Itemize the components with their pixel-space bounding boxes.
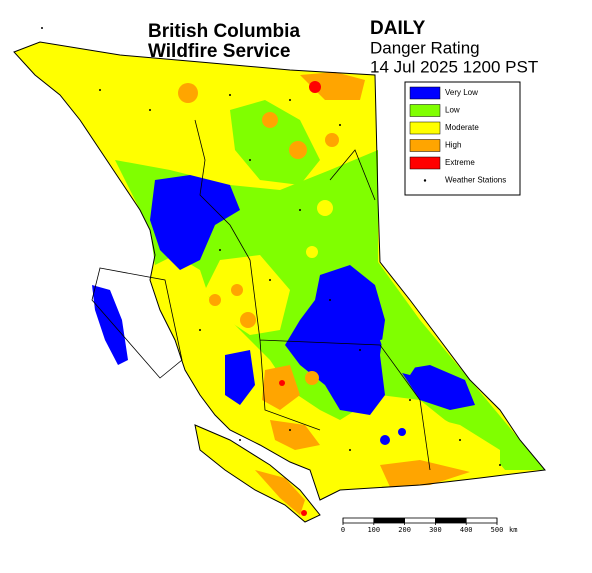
legend-label: Moderate bbox=[445, 123, 479, 132]
region bbox=[230, 100, 320, 185]
scale-segment bbox=[373, 518, 405, 523]
title-line: Wildfire Service bbox=[148, 41, 290, 62]
legend: Very Low Low Moderate High Extreme Weather St… bbox=[404, 81, 521, 196]
region bbox=[240, 312, 256, 328]
region bbox=[306, 246, 318, 258]
legend-swatch bbox=[409, 139, 441, 152]
scale-label: 400 bbox=[460, 526, 473, 534]
region bbox=[150, 175, 240, 270]
region bbox=[380, 435, 390, 445]
station bbox=[409, 399, 411, 401]
station bbox=[459, 439, 461, 441]
timestamp: 14 Jul 2025 1200 PST bbox=[370, 57, 538, 76]
region bbox=[231, 284, 243, 296]
scale-label: 200 bbox=[398, 526, 411, 534]
scale-label: 0 bbox=[341, 526, 345, 534]
region bbox=[178, 83, 198, 103]
station bbox=[349, 449, 351, 451]
province-outline bbox=[13, 41, 546, 501]
weather-stations bbox=[41, 27, 501, 466]
region bbox=[325, 133, 339, 147]
legend-label: Weather Stations bbox=[445, 176, 506, 185]
legend-label: Very Low bbox=[445, 88, 478, 97]
station bbox=[289, 429, 291, 431]
island-outline bbox=[194, 424, 321, 523]
region bbox=[279, 380, 285, 386]
legend-label: Extreme bbox=[445, 158, 475, 167]
region bbox=[380, 335, 420, 375]
title-line: British Columbia bbox=[148, 21, 300, 42]
boundaries bbox=[13, 41, 546, 523]
region bbox=[309, 81, 321, 93]
zone-line bbox=[91, 267, 183, 379]
station bbox=[499, 464, 501, 466]
station bbox=[339, 124, 341, 126]
legend-label: Low bbox=[445, 106, 460, 115]
station bbox=[41, 27, 43, 29]
danger-regions bbox=[14, 42, 545, 522]
product: DAILY bbox=[370, 18, 426, 39]
legend-swatch bbox=[409, 104, 441, 117]
legend-swatch bbox=[409, 86, 441, 100]
scale-unit: km bbox=[509, 526, 517, 534]
region bbox=[300, 72, 365, 100]
legend-swatch bbox=[409, 156, 441, 170]
region bbox=[205, 255, 290, 335]
region bbox=[317, 200, 333, 216]
region bbox=[92, 285, 128, 365]
region bbox=[380, 460, 470, 487]
region bbox=[179, 288, 193, 302]
station bbox=[229, 94, 231, 96]
region bbox=[305, 371, 319, 385]
region bbox=[262, 365, 300, 410]
region bbox=[234, 361, 246, 373]
region bbox=[289, 141, 307, 159]
station bbox=[199, 329, 201, 331]
scale-segment bbox=[435, 518, 467, 523]
region bbox=[270, 420, 320, 450]
scale-label: 500 bbox=[491, 526, 504, 534]
station bbox=[329, 299, 331, 301]
region bbox=[262, 112, 278, 128]
station bbox=[359, 349, 361, 351]
region bbox=[255, 470, 305, 515]
scale-frame bbox=[342, 517, 498, 524]
station bbox=[239, 439, 241, 441]
region bbox=[400, 365, 475, 410]
station bbox=[219, 249, 221, 251]
scale-label: 100 bbox=[367, 526, 380, 534]
region bbox=[301, 510, 307, 516]
legend-swatch bbox=[409, 121, 441, 135]
station bbox=[249, 159, 251, 161]
region bbox=[398, 428, 406, 436]
station bbox=[99, 89, 101, 91]
legend-label: High bbox=[445, 141, 461, 150]
subtitle: Danger Rating bbox=[370, 38, 480, 57]
zone-line bbox=[194, 119, 431, 471]
station bbox=[149, 109, 151, 111]
region bbox=[209, 294, 221, 306]
legend-symbol bbox=[423, 179, 427, 182]
region bbox=[285, 265, 385, 415]
region bbox=[225, 350, 255, 405]
station bbox=[289, 99, 291, 101]
scale-label: 300 bbox=[429, 526, 442, 534]
station bbox=[299, 209, 301, 211]
station bbox=[269, 279, 271, 281]
scale-bar: 0 100 200 300 400 500 km bbox=[341, 517, 517, 534]
legend-box bbox=[404, 81, 521, 196]
